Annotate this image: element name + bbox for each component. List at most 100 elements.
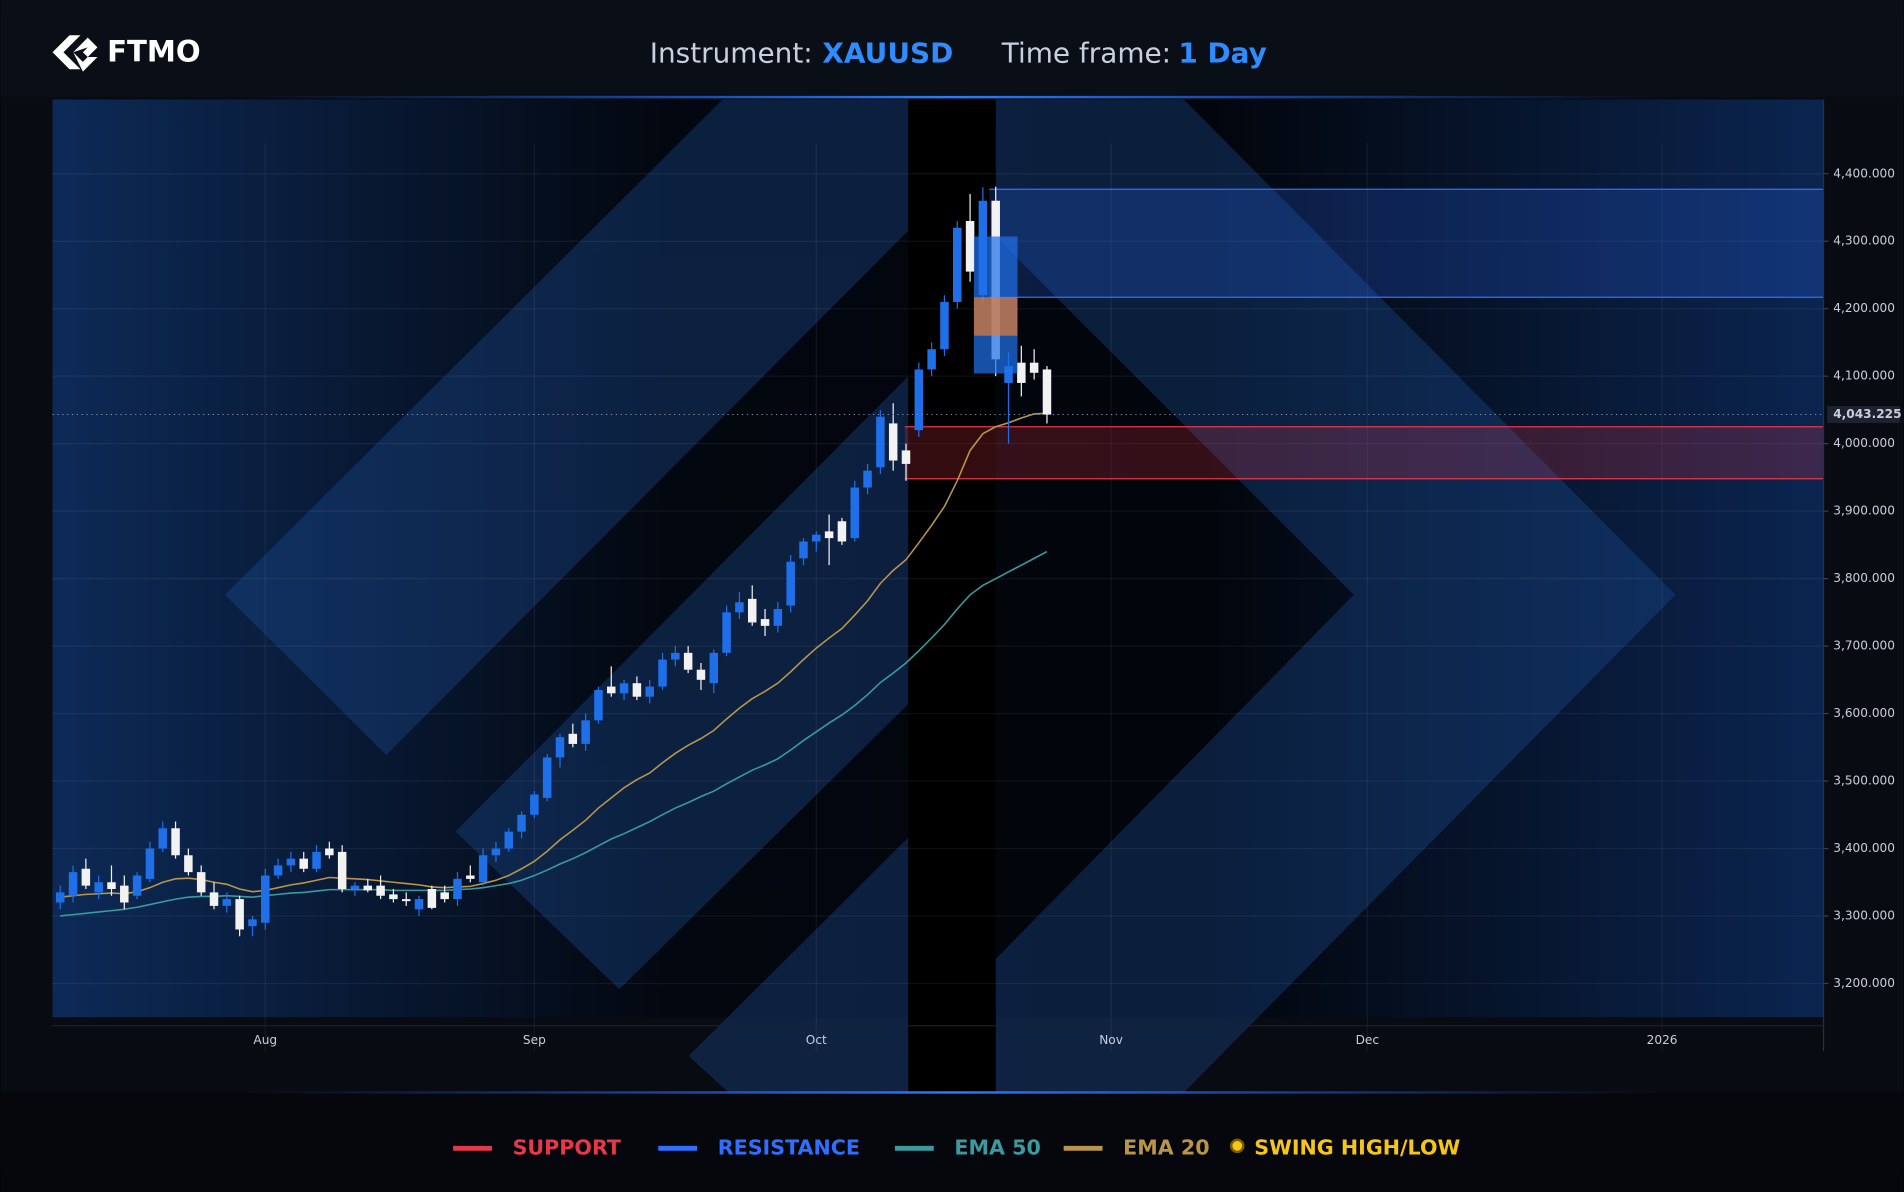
candle-body	[530, 794, 539, 815]
candle-body	[1017, 362, 1026, 383]
legend-label: EMA 50	[954, 1135, 1040, 1159]
candle-body	[927, 349, 936, 370]
logo: FTMO	[52, 34, 201, 72]
candle-body	[414, 899, 424, 910]
candle-body	[158, 828, 167, 849]
watermark-shape	[995, 99, 1676, 1093]
candle-body	[671, 652, 680, 660]
timeframe-label: Time frame:	[1001, 37, 1171, 70]
candle-body	[735, 602, 744, 613]
instrument-label: Instrument:	[650, 37, 813, 70]
candle-body	[81, 868, 91, 886]
y-tick-label: 4,100.000	[1833, 369, 1895, 383]
candle-body	[350, 885, 360, 890]
candle-body	[145, 848, 155, 879]
candle-body	[491, 848, 501, 856]
legend-glow	[243, 1091, 1661, 1094]
candle-body	[261, 875, 270, 923]
watermark-shape	[224, 99, 909, 756]
candle-body	[184, 855, 193, 873]
candle-body	[953, 227, 962, 302]
candle-body	[171, 828, 180, 856]
legend-marker	[1229, 1138, 1245, 1154]
y-tick-label: 4,300.000	[1833, 234, 1895, 248]
y-tick-label: 3,300.000	[1833, 908, 1895, 922]
candle-body	[901, 450, 911, 464]
candle-body	[607, 686, 616, 694]
candle-body	[94, 882, 103, 893]
candle-body	[709, 652, 719, 684]
timeframe: Time frame: 1 Day	[1001, 37, 1267, 70]
candle-body	[389, 894, 398, 900]
header-glow	[243, 95, 1661, 99]
candle-body	[837, 521, 847, 542]
candle-body	[1029, 362, 1039, 373]
watermark-shape	[455, 376, 909, 990]
y-tick-label: 3,600.000	[1833, 706, 1895, 720]
candle-body	[517, 814, 526, 832]
watermark	[224, 99, 1676, 1093]
candle-body	[863, 470, 872, 488]
candle-body	[594, 689, 603, 721]
instrument: Instrument: XAUUSD	[650, 37, 954, 70]
legend-label: SWING HIGH/LOW	[1254, 1135, 1460, 1159]
candle-body	[504, 831, 513, 849]
candle-body	[68, 872, 78, 896]
zone	[989, 189, 1824, 298]
candle-body	[876, 416, 885, 468]
candle-body	[581, 720, 590, 744]
header-bar	[0, 0, 1904, 98]
highlight-box	[973, 297, 1018, 336]
candle-body	[658, 659, 667, 687]
candle-body	[273, 865, 283, 876]
logo-text: FTMO	[107, 34, 201, 68]
instrument-value: XAUUSD	[822, 37, 953, 70]
candle-body	[696, 669, 706, 680]
candle-body	[747, 598, 757, 623]
candle-body	[632, 683, 642, 697]
y-tick-label: 3,200.000	[1833, 976, 1895, 990]
y-tick-label: 4,200.000	[1833, 301, 1895, 315]
x-tick-label: Sep	[523, 1033, 546, 1047]
y-tick-label: 4,000.000	[1833, 436, 1895, 450]
candle-body	[196, 872, 206, 893]
legend-label: RESISTANCE	[718, 1135, 860, 1159]
candle-body	[299, 858, 308, 869]
candle-body	[363, 885, 373, 891]
candle-body	[401, 899, 411, 902]
candle-body	[337, 851, 347, 890]
candle-body	[555, 737, 565, 758]
candle-body	[120, 885, 129, 903]
y-tick-label: 3,500.000	[1833, 774, 1895, 788]
last-price-label: 4,043.225	[1833, 407, 1901, 421]
zone	[904, 426, 1824, 479]
candle-body	[209, 892, 219, 906]
candle-body	[940, 301, 949, 350]
logo-icon	[73, 52, 98, 72]
candle-body	[453, 878, 462, 900]
candle-body	[799, 541, 808, 559]
candle-body	[542, 757, 552, 798]
candle-body	[466, 875, 475, 879]
timeframe-value: 1 Day	[1178, 37, 1266, 70]
candle-body	[222, 899, 232, 906]
candle-body	[427, 889, 437, 908]
candle-body	[132, 875, 142, 896]
candle-body	[1004, 366, 1013, 383]
candle-body	[760, 619, 770, 626]
x-tick-label: Dec	[1356, 1033, 1379, 1047]
candle-body	[312, 851, 321, 869]
candle-body	[235, 899, 244, 930]
watermark-shape	[688, 837, 909, 1093]
candle-body	[683, 652, 693, 670]
candle-body	[722, 612, 731, 653]
legend-label: EMA 20	[1123, 1135, 1209, 1159]
candle-body	[773, 608, 783, 626]
candle-body	[619, 683, 629, 694]
y-tick-label: 3,700.000	[1833, 639, 1895, 653]
candle-body	[286, 858, 296, 866]
y-tick-label: 3,800.000	[1833, 571, 1895, 585]
candle-body	[786, 561, 795, 606]
y-tick-label: 4,400.000	[1833, 166, 1895, 180]
